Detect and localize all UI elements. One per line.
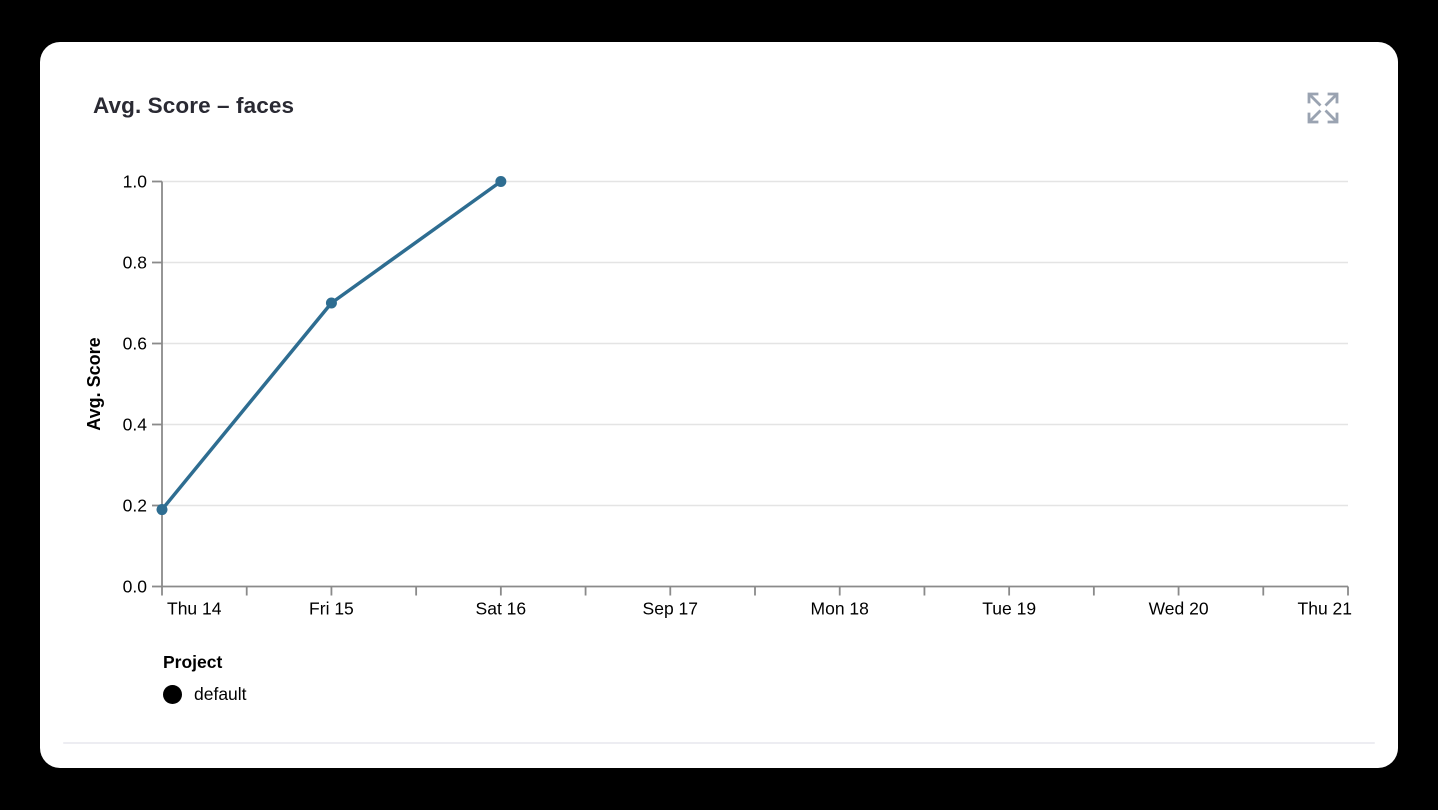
- data-point-marker[interactable]: [156, 504, 168, 516]
- legend-title: Project: [163, 652, 223, 672]
- legend-item-default[interactable]: default: [163, 684, 247, 705]
- x-tick-label: Thu 21: [1298, 599, 1352, 619]
- y-tick-label: 0.2: [123, 496, 147, 516]
- series-line-default: [160, 179, 503, 512]
- data-point-marker[interactable]: [325, 297, 337, 309]
- x-tick-label: Mon 18: [811, 599, 869, 619]
- chart-title: Avg. Score – faces: [93, 93, 295, 118]
- line-chart-plot[interactable]: 0.0 0.2 0.4 0.6 0.8 1.0 Thu 14 Fri 15 Sat 16 Sep …: [40, 42, 1398, 768]
- legend-item-label: default: [194, 684, 247, 704]
- y-tick-label: 0.0: [123, 577, 148, 597]
- chart-legend: Project default: [163, 652, 247, 705]
- y-tick-label: 0.6: [123, 334, 147, 354]
- y-axis-title: Avg. Score: [84, 337, 104, 430]
- x-tick-label: Fri 15: [309, 599, 354, 619]
- y-tick-label: 1.0: [123, 172, 148, 192]
- expand-button[interactable]: [1299, 84, 1347, 132]
- expand-arrows-icon: [1307, 92, 1339, 124]
- y-tick-label: 0.8: [123, 253, 147, 273]
- x-tick-label: Thu 14: [167, 599, 222, 619]
- y-tick-label: 0.4: [123, 415, 148, 435]
- data-point-marker[interactable]: [495, 176, 507, 187]
- x-tick-label: Wed 20: [1149, 599, 1209, 619]
- x-tick-label: Tue 19: [982, 599, 1036, 619]
- x-tick-label: Sep 17: [643, 599, 698, 619]
- panel-footer-divider: [63, 742, 1375, 744]
- legend-swatch-icon: [163, 685, 182, 704]
- x-tick-label: Sat 16: [476, 599, 527, 619]
- chart-panel-card: Avg. Score – faces 0.0 0.2 0.4 0.6 0.8 1.0 Thu…: [40, 42, 1398, 768]
